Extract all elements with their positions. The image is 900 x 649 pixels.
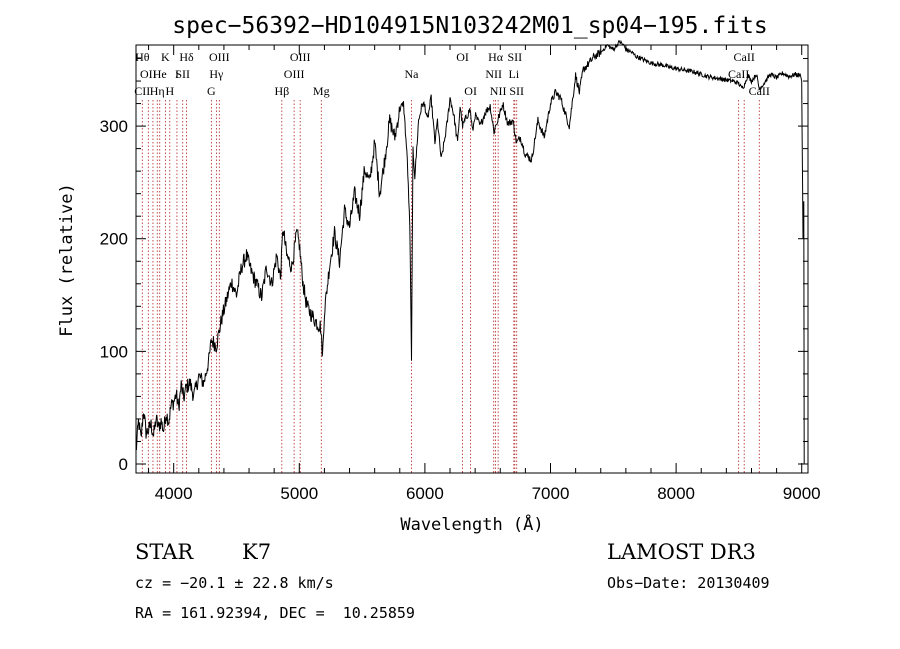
object-class: STAR — [135, 540, 194, 564]
spectral-line-label: G — [207, 84, 216, 98]
plot-frame — [135, 44, 809, 474]
spectral-line-label: He — [153, 67, 167, 81]
spectral-line-label: SII — [509, 84, 524, 98]
spectral-line-label: K — [161, 50, 170, 64]
y-tick-label: 300 — [100, 117, 128, 136]
spectral-line-label: OII — [140, 67, 157, 81]
y-tick-label: 0 — [119, 455, 128, 474]
x-tick-label: 8000 — [657, 484, 695, 503]
x-tick-label: 5000 — [280, 484, 318, 503]
spectral-line-label: I — [175, 67, 179, 81]
obs-date: Obs−Date: 20130409 — [607, 574, 770, 592]
spectral-line-label: H — [165, 84, 174, 98]
survey-name: LAMOST DR3 — [607, 540, 756, 564]
spectral-line-label: CaII — [734, 50, 755, 64]
y-tick-label: 100 — [100, 342, 128, 361]
spectral-line-label: OIII — [290, 50, 311, 64]
spectral-line-label: SII — [175, 67, 190, 81]
spectral-line-label: Hδ — [179, 50, 194, 64]
spectral-line-label: NII — [485, 67, 502, 81]
y-tick-label: 200 — [100, 230, 128, 249]
x-axis-label: Wavelength (Å) — [400, 513, 543, 535]
chart-title: spec−56392−HD104915N103242M01_sp04−195.f… — [172, 13, 767, 39]
spectral-line-label: NII — [490, 84, 507, 98]
x-tick-label: 9000 — [783, 484, 821, 503]
spectral-line-label: Hθ — [135, 50, 150, 64]
x-tick-label: 4000 — [155, 484, 193, 503]
axis-ticks: 4000 5000 6000 7000 8000 9000 0 100 200 300 — [100, 45, 821, 503]
x-tick-label: 6000 — [406, 484, 444, 503]
spectral-line-label: Mg — [313, 84, 330, 98]
spectral-line-label: Hα — [488, 50, 504, 64]
spectral-line-label: CII — [134, 84, 150, 98]
spectral-line-label: Hη — [150, 84, 165, 98]
object-subclass: K7 — [242, 540, 272, 564]
spectral-line-label: SII — [507, 50, 522, 64]
spectrum-line — [135, 39, 805, 465]
coordinates: RA = 161.92394, DEC = 10.25859 — [135, 604, 415, 622]
spectral-line-label: OIII — [209, 50, 230, 64]
spectral-line-label: Hγ — [209, 67, 224, 81]
y-axis-label: Flux (relative) — [57, 183, 77, 337]
spectral-line-label: CaII — [728, 67, 749, 81]
spectral-line-label: Hβ — [274, 84, 289, 98]
line-markers: HθCIIOIIHηHeKHISIIHδGHγOIIIHβOIIIOIIIMgN… — [134, 50, 770, 473]
spectral-line-label: OIII — [284, 67, 305, 81]
redshift-text: cz = −20.1 ± 22.8 km/s — [135, 574, 334, 592]
spectral-line-label: OI — [464, 84, 477, 98]
spectral-line-label: Na — [404, 67, 419, 81]
spectral-line-label: OI — [456, 50, 469, 64]
spectral-line-label: CaII — [749, 84, 770, 98]
spectral-line-label: Li — [508, 67, 519, 81]
x-tick-label: 7000 — [532, 484, 570, 503]
